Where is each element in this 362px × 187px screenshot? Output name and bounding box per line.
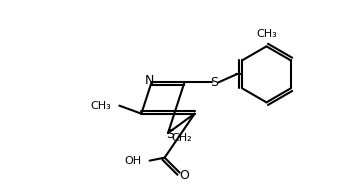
Text: CH₃: CH₃ — [90, 101, 111, 111]
Text: OH: OH — [125, 156, 142, 166]
Text: O: O — [180, 169, 190, 182]
Text: N: N — [145, 74, 154, 87]
Text: S: S — [166, 128, 174, 142]
Text: CH₂: CH₂ — [171, 133, 192, 143]
Text: S: S — [210, 76, 218, 89]
Text: CH₃: CH₃ — [256, 29, 277, 39]
